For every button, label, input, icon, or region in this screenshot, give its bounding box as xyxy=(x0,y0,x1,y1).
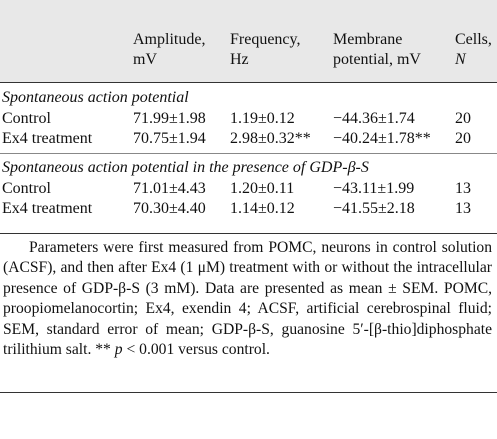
cell: 1.20±0.11 xyxy=(230,179,295,197)
section-title: Spontaneous action potential xyxy=(2,89,189,106)
cell: 70.75±1.94 xyxy=(133,130,206,147)
header-band xyxy=(0,0,497,82)
cell: 2.98±0.32** xyxy=(230,130,311,147)
cell: 1.14±0.12 xyxy=(230,200,295,217)
cell: 20 xyxy=(455,109,471,127)
cell: −40.24±1.78** xyxy=(333,130,431,147)
header-cell: Membrane xyxy=(333,31,403,48)
header-cell: Amplitude, xyxy=(133,31,206,48)
footnote-text: p xyxy=(114,341,123,359)
cell: Ex4 treatment xyxy=(2,130,93,147)
section-title: Spontaneous action potential in the pres… xyxy=(2,159,369,176)
header-cell: Cells, xyxy=(455,31,492,48)
cell: −43.11±1.99 xyxy=(333,179,415,197)
cell: −44.36±1.74 xyxy=(333,109,415,127)
cell: 71.01±4.43 xyxy=(133,179,206,197)
cell: 20 xyxy=(455,130,471,147)
cell: Control xyxy=(2,179,51,197)
rule xyxy=(0,153,497,154)
rule xyxy=(0,392,497,393)
rule xyxy=(0,82,497,83)
cell: 1.19±0.12 xyxy=(230,109,295,127)
header-cell: Hz xyxy=(230,51,249,68)
cell: Ex4 treatment xyxy=(2,200,93,217)
header-cell: Frequency, xyxy=(230,31,301,48)
cell: Control xyxy=(2,109,51,127)
cell: 71.99±1.98 xyxy=(133,109,206,127)
cell: 70.30±4.40 xyxy=(133,200,206,217)
header-cell: potential, mV xyxy=(333,51,421,68)
header-cell: N xyxy=(455,51,466,68)
cell: −41.55±2.18 xyxy=(333,200,415,217)
cell: 13 xyxy=(455,179,471,197)
cell: 13 xyxy=(455,200,471,217)
footnote-text: Parameters were first measured from POMC… xyxy=(3,239,492,359)
rule xyxy=(0,233,497,234)
footnote-text: < 0.001 versus control. xyxy=(122,341,270,359)
footnote: Parameters were first measured from POMC… xyxy=(3,238,492,360)
header-cell: mV xyxy=(133,51,157,68)
